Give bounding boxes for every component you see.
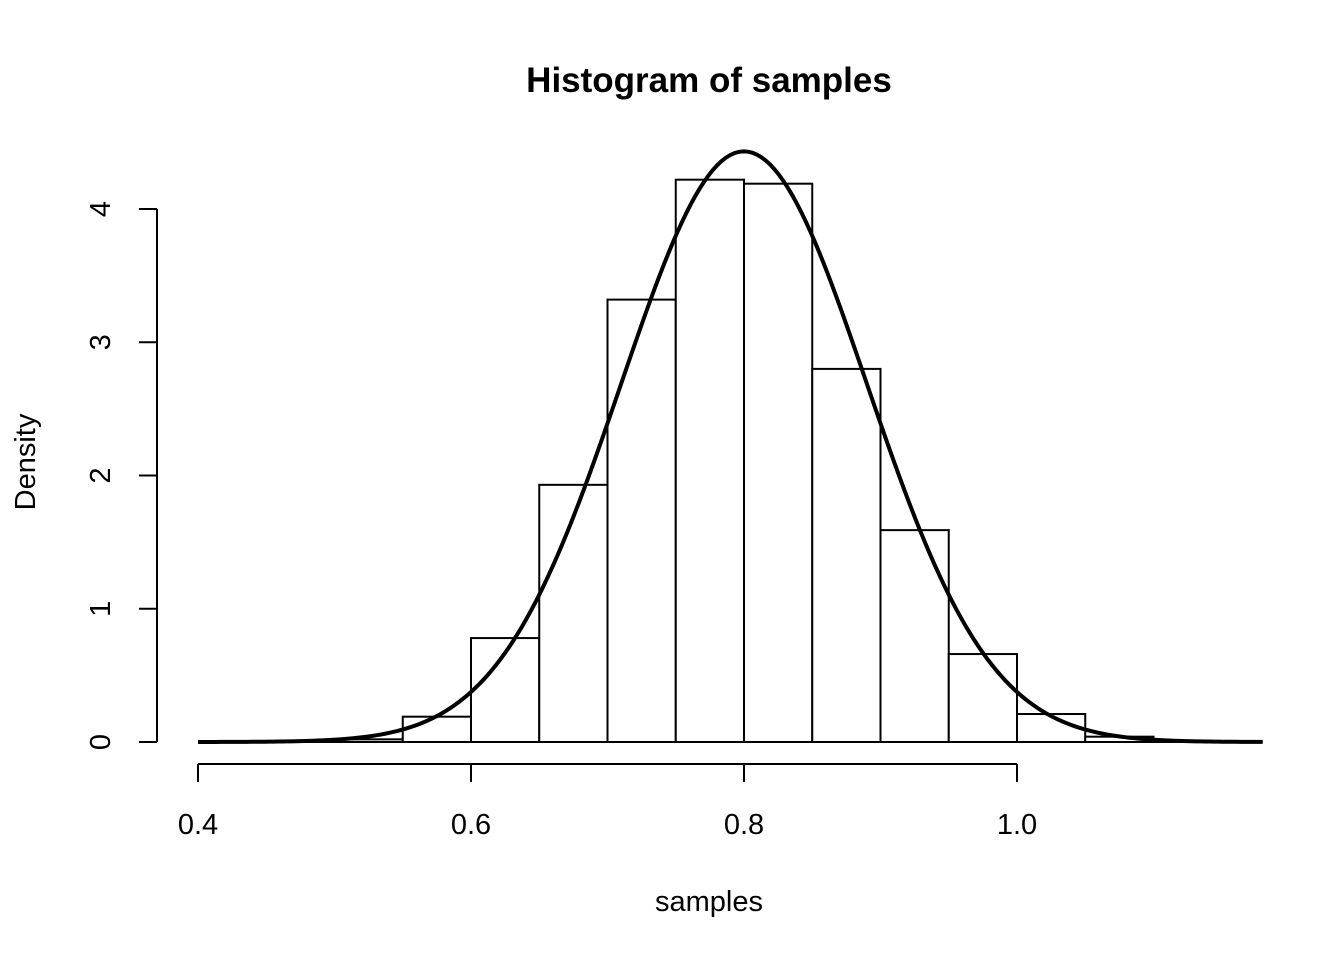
x-tick-label: 0.4 — [178, 809, 218, 841]
histogram-bar — [606, 298, 677, 743]
x-axis: 0.4 0.6 0.8 1.0 — [178, 763, 1037, 841]
y-axis: 0 1 2 3 4 — [85, 201, 158, 750]
histogram-bar — [743, 182, 814, 743]
y-tick-label: 3 — [85, 334, 117, 350]
density-curve — [197, 149, 1263, 744]
histogram-bar — [538, 483, 609, 743]
y-tick-label: 2 — [85, 467, 117, 483]
y-tick-label: 4 — [85, 201, 117, 217]
x-tick-label: 0.8 — [724, 809, 764, 841]
x-axis-label: samples — [655, 886, 763, 918]
x-tick-label: 0.6 — [451, 809, 491, 841]
chart-title: Histogram of samples — [526, 61, 892, 100]
histogram-bar — [674, 178, 745, 743]
histogram-bar — [811, 367, 882, 743]
y-tick-label: 0 — [85, 734, 117, 750]
x-tick-label: 1.0 — [997, 809, 1037, 841]
y-axis-label: Density — [10, 413, 42, 510]
histogram-bar — [947, 653, 1018, 743]
histogram-bars — [198, 178, 1263, 744]
histogram-bar — [879, 529, 950, 743]
histogram-bar — [401, 715, 472, 743]
y-tick-label: 1 — [85, 601, 117, 617]
